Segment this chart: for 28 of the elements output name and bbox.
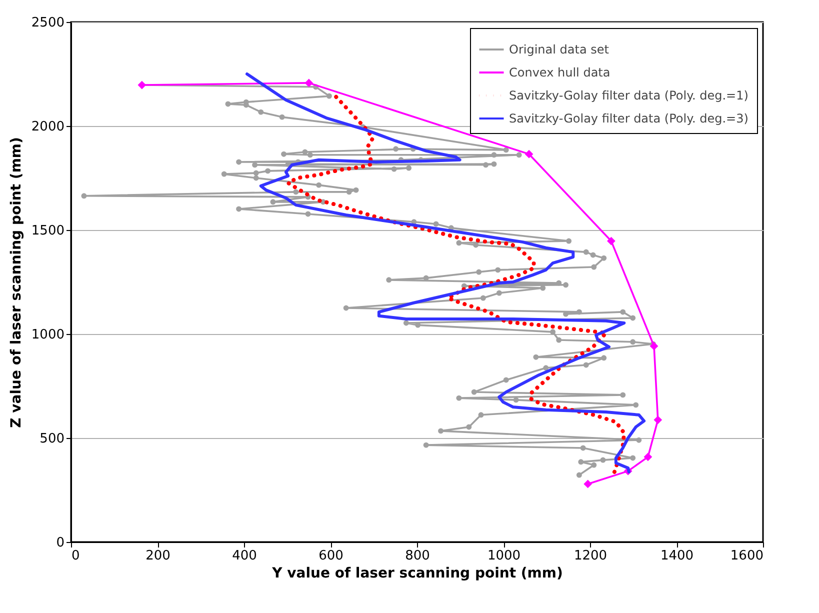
x-tick-label: 1600 <box>730 548 764 564</box>
point <box>607 236 616 246</box>
legend-label: Convex hull data <box>509 66 610 80</box>
x-tick-label: 400 <box>232 548 257 564</box>
point <box>524 150 534 158</box>
point <box>654 416 662 424</box>
point <box>304 78 314 88</box>
legend-label: Original data set <box>509 42 610 56</box>
y-tick-label: 2000 <box>31 120 64 134</box>
x-tick-label: 1000 <box>487 548 521 564</box>
y-tick-label: 2500 <box>31 16 64 30</box>
y-tick-label: 0 <box>56 536 64 550</box>
point <box>584 480 592 488</box>
y-tick-label: 1000 <box>31 328 64 342</box>
x-axis-title: Y value of laser scanning point (mm) <box>271 566 563 582</box>
y-tick-label: 1500 <box>31 224 64 238</box>
x-tick-label: 200 <box>146 548 170 564</box>
x-tick-label: 0 <box>72 548 80 564</box>
x-tick-label: 1400 <box>660 548 694 564</box>
legend-label: Savitzky-Golay filter data (Poly. deg.=3) <box>509 112 748 126</box>
x-tick-label: 1200 <box>574 548 608 564</box>
point <box>644 452 652 462</box>
x-tick-label: 800 <box>405 548 430 564</box>
legend-label: Savitzky-Golay filter data (Poly. deg.=1) <box>509 88 748 102</box>
y-tick-label: 500 <box>40 432 64 446</box>
x-tick-label: 600 <box>318 548 344 564</box>
y-axis-title: Z value of laser scanning point (mm) <box>8 137 24 428</box>
point <box>650 342 658 350</box>
